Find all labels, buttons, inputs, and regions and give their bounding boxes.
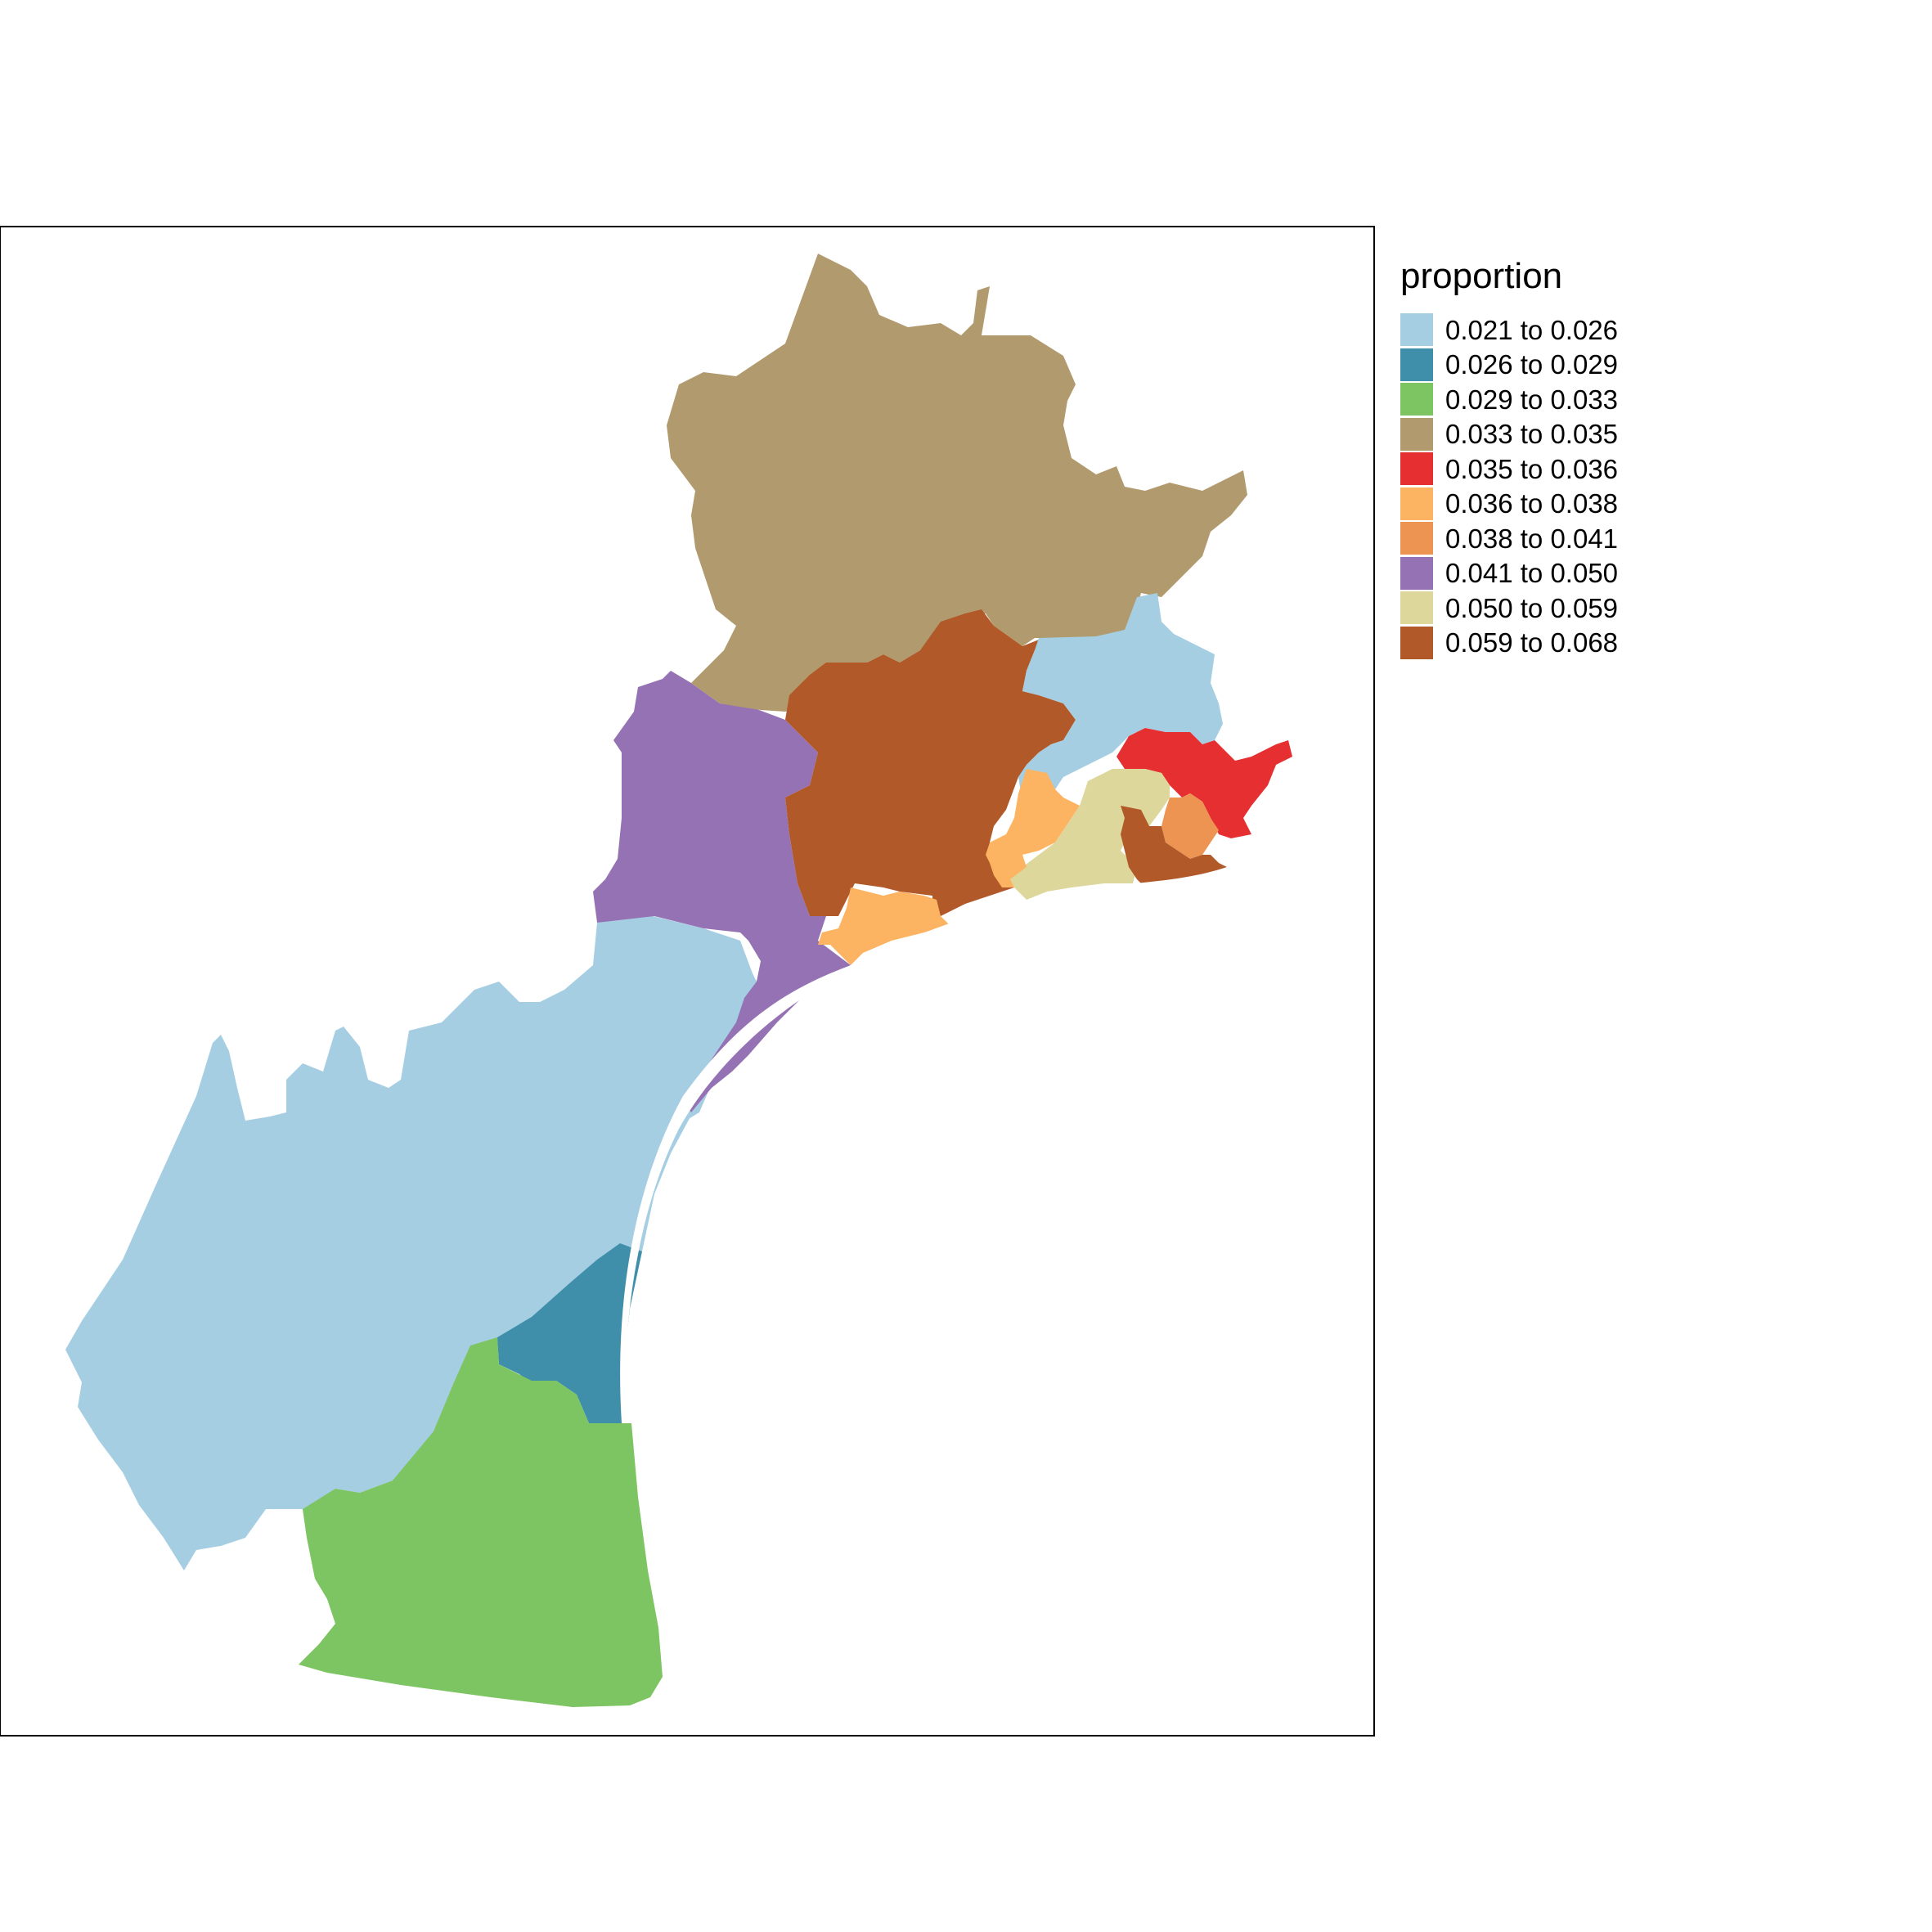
legend-label: 0.050 to 0.059 xyxy=(1445,592,1619,623)
legend-item: 0.021 to 0.026 xyxy=(1400,312,1618,348)
legend: proportion 0.021 to 0.026 0.026 to 0.029 0… xyxy=(1400,258,1618,660)
region-southern-region[interactable] xyxy=(299,1337,663,1707)
region-urban-district-a[interactable] xyxy=(986,769,1080,887)
legend-item: 0.059 to 0.068 xyxy=(1400,626,1618,661)
legend-swatch xyxy=(1400,348,1433,381)
region-south-coast-region[interactable] xyxy=(497,1243,642,1423)
legend-title: proportion xyxy=(1400,256,1563,296)
legend-label: 0.041 to 0.050 xyxy=(1445,558,1619,589)
legend-item: 0.036 to 0.038 xyxy=(1400,487,1618,522)
legend-item: 0.038 to 0.041 xyxy=(1400,521,1618,556)
region-northeast-region[interactable] xyxy=(1018,593,1223,802)
legend-swatch xyxy=(1400,591,1433,625)
legend-label: 0.021 to 0.026 xyxy=(1445,314,1619,345)
legend-swatch xyxy=(1400,383,1433,416)
legend-label: 0.033 to 0.035 xyxy=(1445,419,1619,450)
legend-label: 0.026 to 0.029 xyxy=(1445,349,1619,380)
region-east-coast-region[interactable] xyxy=(1117,728,1292,838)
legend-item: 0.050 to 0.059 xyxy=(1400,591,1618,626)
legend-swatch xyxy=(1400,313,1433,347)
legend-label: 0.035 to 0.036 xyxy=(1445,453,1619,484)
legend-item: 0.026 to 0.029 xyxy=(1400,348,1618,383)
legend-item: 0.035 to 0.036 xyxy=(1400,452,1618,487)
legend-swatch xyxy=(1400,452,1433,486)
legend-label: 0.038 to 0.041 xyxy=(1445,523,1619,554)
coastline xyxy=(620,867,1243,1423)
legend-item: 0.033 to 0.035 xyxy=(1400,417,1618,452)
region-coastal-strip-region[interactable] xyxy=(818,887,949,965)
region-urban-district-c[interactable] xyxy=(1161,793,1219,859)
legend-swatch xyxy=(1400,487,1433,520)
legend-label: 0.029 to 0.033 xyxy=(1445,384,1619,415)
legend-swatch xyxy=(1400,626,1433,659)
legend-swatch xyxy=(1400,522,1433,555)
region-southwest-large-region[interactable] xyxy=(65,914,765,1570)
legend-label: 0.036 to 0.038 xyxy=(1445,488,1619,519)
region-urban-district-d[interactable] xyxy=(1121,806,1227,892)
legend-label: 0.059 to 0.068 xyxy=(1445,627,1619,658)
legend-swatch xyxy=(1400,417,1433,451)
legend-items: 0.021 to 0.026 0.026 to 0.029 0.029 to 0.0… xyxy=(1400,312,1618,660)
region-central-north-region[interactable] xyxy=(785,609,1076,916)
legend-item: 0.041 to 0.050 xyxy=(1400,556,1618,591)
region-north-region[interactable] xyxy=(667,254,1247,712)
legend-item: 0.029 to 0.033 xyxy=(1400,382,1618,417)
legend-swatch xyxy=(1400,556,1433,590)
